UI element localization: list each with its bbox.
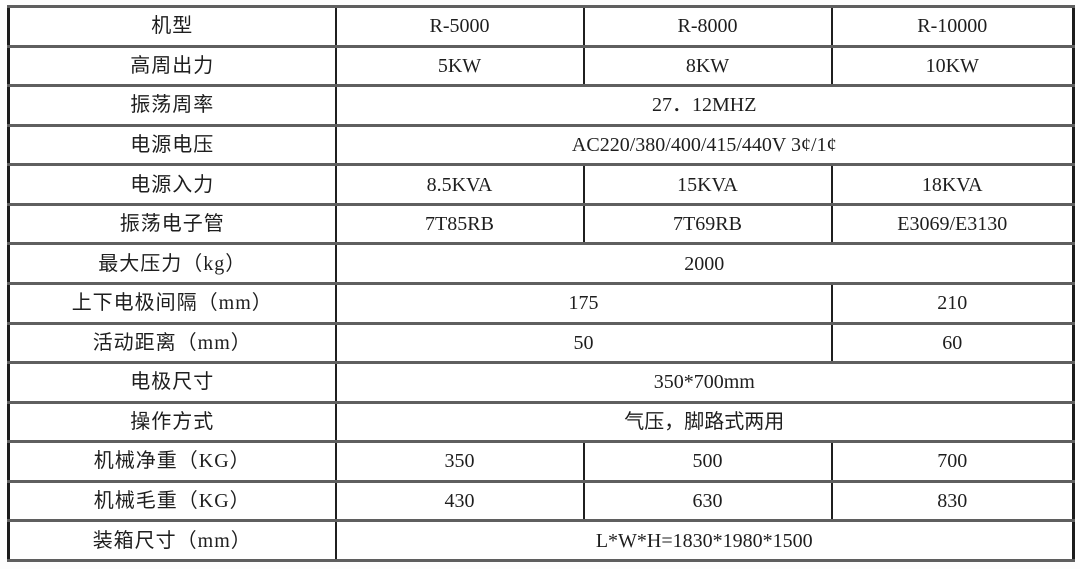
row-label: 高周出力 (7, 44, 337, 88)
spec-value: 700 (830, 440, 1075, 483)
table-row-gross-weight: 机械毛重（KG） 430 630 830 (7, 479, 1075, 523)
row-label: 电极尺寸 (7, 361, 337, 404)
spec-value: 27．12MHZ (334, 84, 1075, 127)
spec-value: R-8000 (582, 5, 833, 48)
row-label: 机械净重（KG） (7, 440, 337, 483)
spec-value: 8KW (582, 44, 833, 88)
spec-value: 7T69RB (582, 202, 833, 246)
spec-value: 5KW (334, 44, 585, 88)
spec-value: 10KW (830, 44, 1075, 88)
spec-value: 50 (334, 321, 833, 365)
machine-spec-table: 机型 R-5000 R-8000 R-10000 高周出力 5KW 8KW 10… (7, 5, 1075, 562)
spec-value: 830 (830, 479, 1075, 523)
table-row-oscillation-frequency: 振荡周率 27．12MHZ (7, 84, 1075, 127)
table-row-max-pressure: 最大压力（kg） 2000 (7, 242, 1075, 285)
spec-value: 430 (334, 479, 585, 523)
table-row-oscillator-tube: 振荡电子管 7T85RB 7T69RB E3069/E3130 (7, 202, 1075, 246)
spec-value: 15KVA (582, 163, 833, 206)
row-label: 操作方式 (7, 400, 337, 444)
table-row-operation-mode: 操作方式 气压，脚路式两用 (7, 400, 1075, 444)
row-label: 机型 (7, 5, 337, 48)
spec-value: R-10000 (830, 5, 1075, 48)
spec-value: 60 (830, 321, 1075, 365)
spec-value: L*W*H=1830*1980*1500 (334, 519, 1075, 562)
spec-value: E3069/E3130 (830, 202, 1075, 246)
spec-value: 630 (582, 479, 833, 523)
row-label: 装箱尺寸（mm） (7, 519, 337, 562)
table-row-model: 机型 R-5000 R-8000 R-10000 (7, 5, 1075, 48)
table-row-movement-distance: 活动距离（mm） 50 60 (7, 321, 1075, 365)
table-row-electrode-gap: 上下电极间隔（mm） 175 210 (7, 281, 1075, 325)
table-row-power-input: 电源入力 8.5KVA 15KVA 18KVA (7, 163, 1075, 206)
row-label: 上下电极间隔（mm） (7, 281, 337, 325)
table-row-power-voltage: 电源电压 AC220/380/400/415/440V 3¢/1¢ (7, 123, 1075, 167)
spec-value: 2000 (334, 242, 1075, 285)
spec-value: 175 (334, 281, 833, 325)
row-label: 电源电压 (7, 123, 337, 167)
row-label: 电源入力 (7, 163, 337, 206)
row-label: 振荡电子管 (7, 202, 337, 246)
spec-value: 350 (334, 440, 585, 483)
table-row-electrode-size: 电极尺寸 350*700mm (7, 361, 1075, 404)
spec-value: 7T85RB (334, 202, 585, 246)
spec-value: AC220/380/400/415/440V 3¢/1¢ (334, 123, 1075, 167)
spec-value: 350*700mm (334, 361, 1075, 404)
table-row-net-weight: 机械净重（KG） 350 500 700 (7, 440, 1075, 483)
spec-value: 18KVA (830, 163, 1075, 206)
row-label: 活动距离（mm） (7, 321, 337, 365)
spec-value: 8.5KVA (334, 163, 585, 206)
spec-value: 500 (582, 440, 833, 483)
row-label: 最大压力（kg） (7, 242, 337, 285)
row-label: 振荡周率 (7, 84, 337, 127)
row-label: 机械毛重（KG） (7, 479, 337, 523)
table-row-output-power: 高周出力 5KW 8KW 10KW (7, 44, 1075, 88)
spec-value: 210 (830, 281, 1075, 325)
spec-value: 气压，脚路式两用 (334, 400, 1075, 444)
table-row-packing-size: 装箱尺寸（mm） L*W*H=1830*1980*1500 (7, 519, 1075, 562)
spec-value: R-5000 (334, 5, 585, 48)
